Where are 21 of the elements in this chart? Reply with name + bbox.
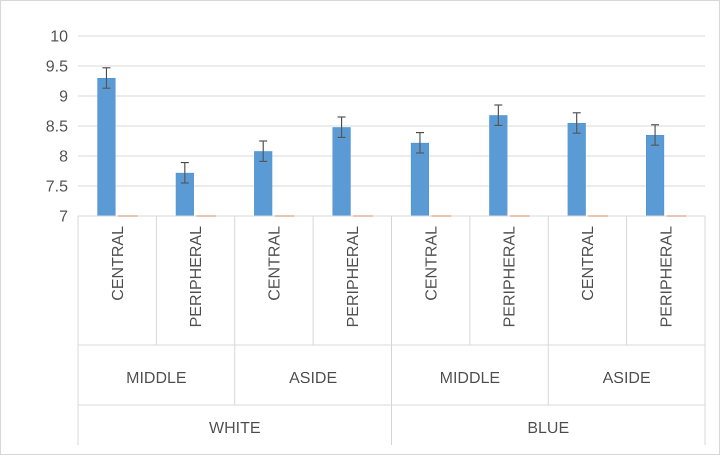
- text: MIDDLE: [126, 370, 187, 387]
- x-tick-label: CENTRAL: [423, 226, 440, 301]
- x-tick-label: CENTRAL: [110, 226, 127, 301]
- y-tick-label: 8: [59, 148, 68, 166]
- y-tick-label: 9: [59, 88, 68, 106]
- y-tick-label: 7.5: [46, 178, 68, 196]
- x-tick-label: PERIPHERAL: [502, 226, 519, 328]
- text: ASIDE: [602, 370, 651, 387]
- text: BLUE: [527, 420, 570, 437]
- y-tick-label: 9.5: [46, 58, 68, 76]
- text: MIDDLE: [440, 370, 500, 387]
- x-tick-label: CENTRAL: [580, 226, 598, 301]
- x-tick-label: PERIPHERAL: [344, 226, 362, 328]
- x-tick-label: PERIPHERAL: [188, 226, 206, 328]
- x-tick-label: PERIPHERAL: [658, 226, 676, 328]
- text: ASIDE: [289, 370, 338, 387]
- y-tick-label: 7: [59, 208, 68, 226]
- y-tick-label: 10: [50, 28, 68, 46]
- y-tick-label: 8.5: [46, 118, 68, 136]
- text: WHITE: [208, 420, 261, 437]
- x-tick-label: CENTRAL: [266, 226, 284, 301]
